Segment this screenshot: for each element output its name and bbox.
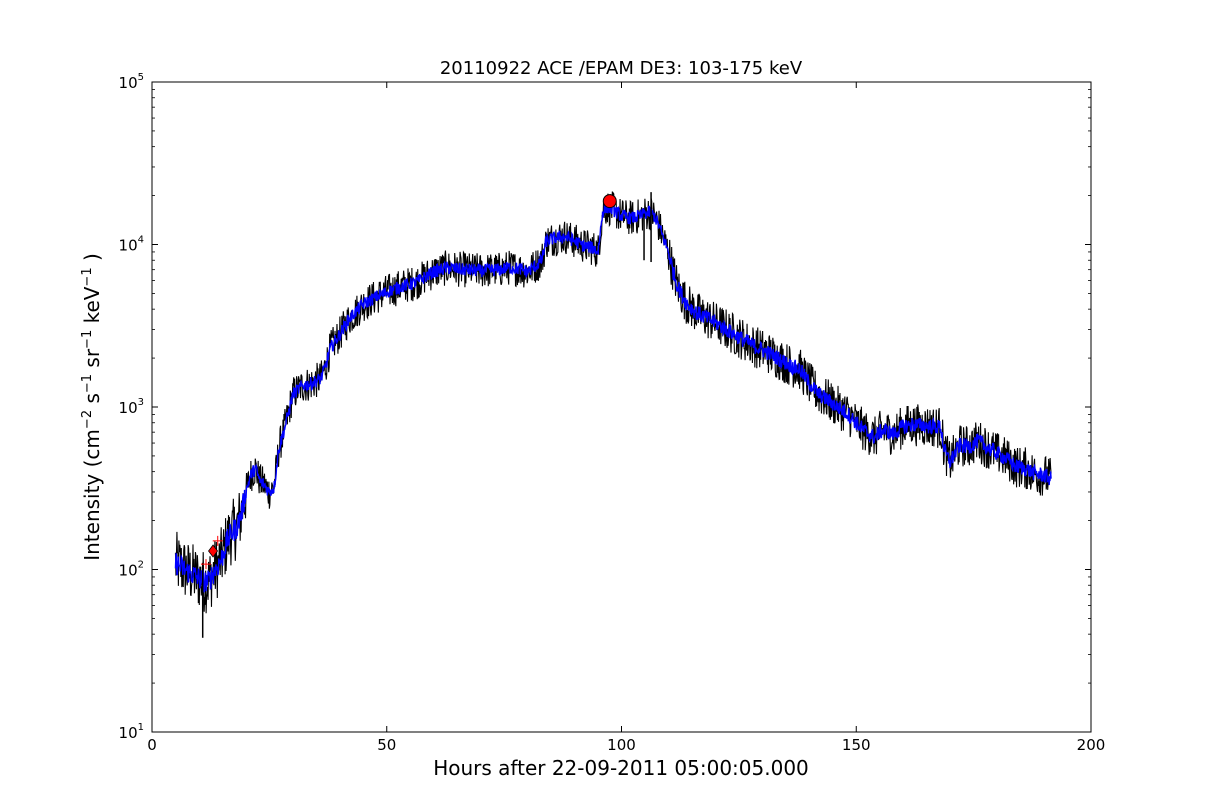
marker-plus-4 <box>212 535 223 546</box>
x-tick-label-2: 100 <box>607 736 636 754</box>
y-tick-label-3: 104 <box>119 235 144 255</box>
x-axis-label: Hours after 22-09-2011 05:00:05.000 <box>433 756 809 780</box>
y-axis-label: Intensity (cm−2 s−1 sr−1 keV−1 ) <box>80 253 104 561</box>
x-tick-label-1: 50 <box>377 736 396 754</box>
y-tick-label-1: 102 <box>119 560 144 580</box>
y-tick-label-2: 103 <box>119 397 144 417</box>
marker-plus-3 <box>200 559 211 570</box>
series-line-1 <box>174 191 1052 614</box>
y-tick-label-4: 105 <box>119 72 144 92</box>
x-tick-label-3: 150 <box>842 736 871 754</box>
chart-title: 20110922 ACE /EPAM DE3: 103-175 keV <box>440 58 803 79</box>
marker-diamond-2 <box>208 544 219 558</box>
marker-circle-1 <box>602 194 617 209</box>
tick-layer: 0 50 100 150 200 101 102 103 104 105 <box>119 72 1106 754</box>
x-tick-label-0: 0 <box>147 736 157 754</box>
x-tick-label-4: 200 <box>1077 736 1106 754</box>
marker-layer <box>200 194 617 570</box>
y-tick-label-0: 101 <box>119 722 144 742</box>
